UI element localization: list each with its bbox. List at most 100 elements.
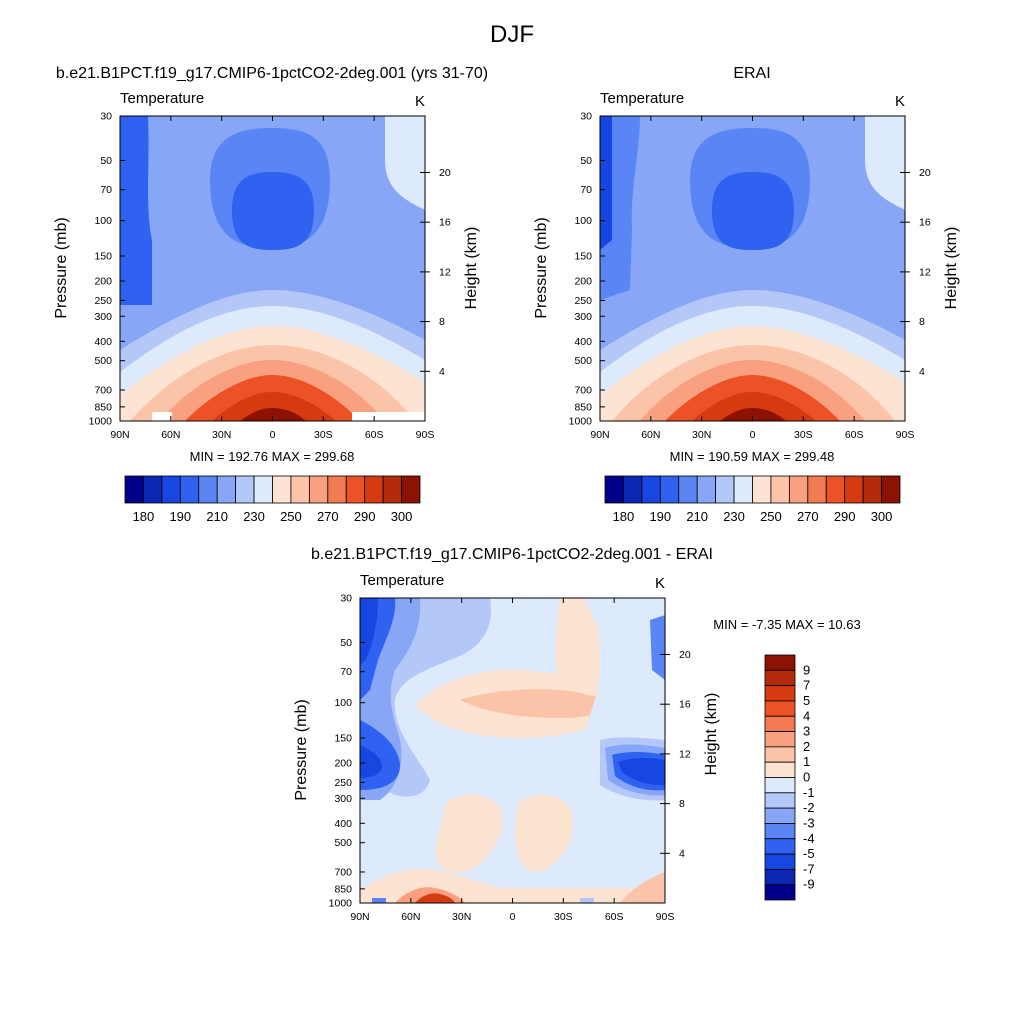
panel-diff-axes: 90N 60N 30N 0 30S 60S 90S 30 50 70 100 150 200 250 300… — [329, 593, 691, 924]
colorbar-label: -5 — [803, 846, 815, 861]
panel-diff-ylabel: Pressure (mb) — [293, 699, 310, 800]
colorbar-swatch — [764, 685, 796, 702]
x-tick-label: 30S — [554, 911, 573, 923]
colorbar-label: 2 — [803, 739, 810, 754]
x-tick-label: 90N — [590, 429, 609, 441]
y2-tick-label: 4 — [919, 366, 925, 378]
panel-diff-field — [360, 598, 665, 903]
colorbar-label: -1 — [803, 785, 815, 800]
y-tick-label: 850 — [574, 401, 592, 413]
y-tick-label: 150 — [334, 732, 352, 744]
y-tick-label: 700 — [574, 384, 592, 396]
x-tick-label: 0 — [510, 911, 516, 923]
colorbar-swatch — [764, 853, 796, 870]
colorbar-label: -9 — [803, 877, 815, 892]
field-band — [650, 615, 665, 680]
colorbar-swatch — [764, 807, 796, 824]
y-tick-label: 500 — [334, 837, 352, 849]
y-tick-label: 250 — [574, 295, 592, 307]
colorbar-label: -4 — [803, 831, 815, 846]
panel-model: b.e21.B1PCT.f19_g17.CMIP6-1pctCO2-2deg.0… — [53, 65, 488, 524]
y-tick-label: 200 — [94, 276, 112, 288]
y2-tick-label: 20 — [679, 649, 691, 661]
colorbar-swatch — [862, 475, 882, 504]
panel-model-title: b.e21.B1PCT.f19_g17.CMIP6-1pctCO2-2deg.0… — [56, 65, 488, 82]
field-band — [618, 758, 665, 786]
colorbar-label: 290 — [354, 509, 376, 524]
y-tick-label: 30 — [100, 111, 112, 123]
colorbar-swatch — [764, 715, 796, 732]
field-band — [720, 408, 786, 421]
y-tick-label: 500 — [94, 355, 112, 367]
field-band — [515, 794, 574, 872]
field-band — [232, 172, 314, 250]
colorbar-swatch — [678, 475, 698, 504]
colorbar-swatch — [124, 475, 144, 504]
colorbar-swatch — [764, 746, 796, 763]
y-tick-label: 50 — [100, 155, 112, 167]
x-tick-label: 90S — [416, 429, 435, 441]
panel-obs-axes: 90N 60N 30N 0 30S 60S 90S 30 50 70 100 150 200 250 300… — [569, 111, 931, 442]
colorbar-swatch — [807, 475, 827, 504]
colorbar-label: 9 — [803, 662, 810, 677]
x-tick-label: 30S — [314, 429, 333, 441]
x-tick-label: 90S — [896, 429, 915, 441]
panel-model-stats: MIN = 192.76 MAX = 299.68 — [190, 449, 355, 464]
x-tick-label: 90S — [656, 911, 675, 923]
x-tick-label: 0 — [270, 429, 276, 441]
x-tick-label: 30N — [692, 429, 711, 441]
colorbar-swatch — [788, 475, 809, 504]
y2-tick-label: 12 — [679, 748, 691, 760]
y-tick-label: 50 — [340, 637, 352, 649]
panel-model-axes: 90N 60N 30N 0 30S 60S 90S 30 50 70 100 150 200 250 300… — [89, 111, 451, 442]
y2-tick-label: 20 — [439, 167, 451, 179]
y2-tick-label: 8 — [919, 316, 925, 328]
y-tick-label: 30 — [580, 111, 592, 123]
colorbar-swatch — [179, 475, 200, 504]
panel-obs-field — [600, 116, 905, 421]
panel-diff: b.e21.B1PCT.f19_g17.CMIP6-1pctCO2-2deg.0… — [293, 546, 861, 923]
colorbar-label: 180 — [613, 509, 635, 524]
panel-diff-title: b.e21.B1PCT.f19_g17.CMIP6-1pctCO2-2deg.0… — [311, 546, 713, 563]
y-tick-label: 100 — [574, 215, 592, 227]
y2-tick-label: 4 — [679, 848, 685, 860]
panel-obs-colorbar: 180 190 210 230 250 270 290 300 — [604, 475, 901, 524]
field-band — [460, 689, 620, 718]
colorbar-swatch — [764, 838, 796, 855]
colorbar-swatch — [641, 475, 661, 504]
panel-model-ylabel: Pressure (mb) — [53, 217, 70, 318]
colorbar-swatch — [604, 475, 624, 504]
y-tick-label: 1000 — [329, 898, 353, 910]
y-tick-label: 850 — [94, 401, 112, 413]
colorbar-swatch — [825, 475, 846, 504]
field-band — [865, 116, 905, 210]
field-band — [712, 172, 794, 250]
colorbar-swatch — [764, 761, 796, 778]
colorbar-swatch — [382, 475, 402, 504]
y2-tick-label: 16 — [439, 217, 451, 229]
y2-tick-label: 16 — [679, 699, 691, 711]
y-tick-label: 400 — [94, 336, 112, 348]
field-band — [152, 412, 172, 421]
field-band — [360, 598, 378, 665]
field-band — [415, 893, 455, 903]
field-band — [385, 116, 425, 210]
y2-tick-label: 12 — [919, 266, 931, 278]
colorbar-label: 290 — [834, 509, 856, 524]
y-tick-label: 700 — [334, 866, 352, 878]
y-tick-label: 250 — [94, 295, 112, 307]
colorbar-swatch — [623, 475, 643, 504]
colorbar-label: 230 — [243, 509, 265, 524]
colorbar-label: 300 — [391, 509, 413, 524]
colorbar-swatch — [764, 792, 796, 809]
y-tick-label: 300 — [574, 311, 592, 323]
y-tick-label: 300 — [94, 311, 112, 323]
field-band — [600, 116, 612, 250]
y-tick-label: 700 — [94, 384, 112, 396]
field-band — [692, 392, 816, 421]
panel-obs-y2label: Height (km) — [943, 227, 960, 310]
colorbar-swatch — [752, 475, 772, 504]
colorbar-swatch — [216, 475, 237, 504]
x-tick-label: 60N — [161, 429, 180, 441]
x-tick-label: 60N — [401, 911, 420, 923]
